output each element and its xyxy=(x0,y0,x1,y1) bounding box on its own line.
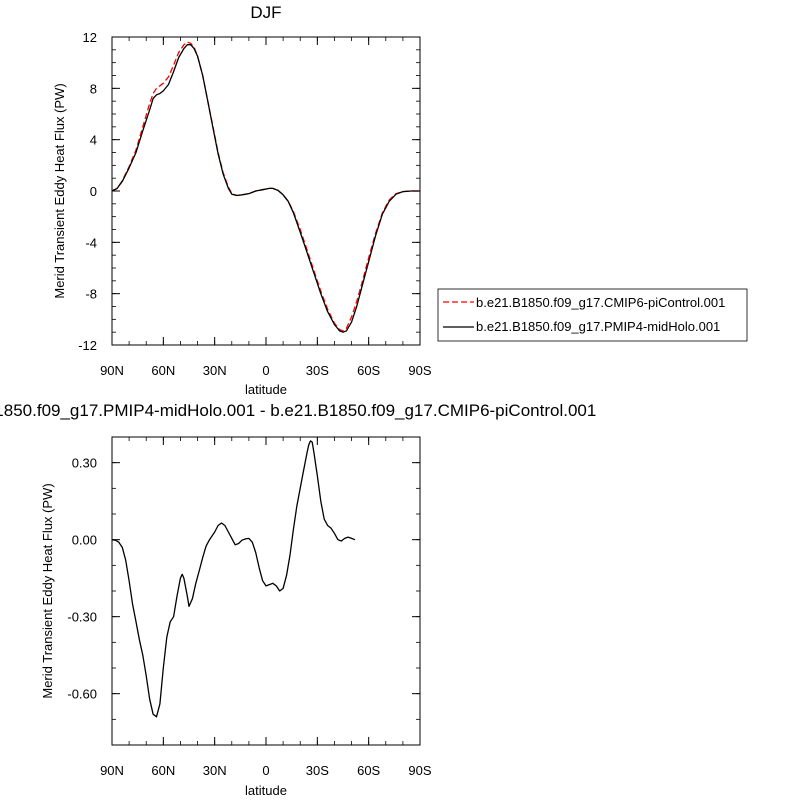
x-tick-label: 60N xyxy=(151,363,175,378)
x-tick-label: 90S xyxy=(408,363,431,378)
legend-label-picontrol: b.e21.B1850.f09_g17.CMIP6-piControl.001 xyxy=(476,295,725,310)
bottom-axis-ticks: 90N 60N 30N 0 30S 60S 90S 0.30 0.00 -0.30 -0.60 xyxy=(67,436,432,778)
bottom-series-line-0 xyxy=(111,440,356,718)
x-tick-label: 30S xyxy=(306,363,329,378)
bottom-panel: b.e21.B1850.f09_g17.PMIP4-midHolo.001 - … xyxy=(0,401,596,798)
x-tick-label: 60S xyxy=(357,363,380,378)
y-tick-label: 0.30 xyxy=(72,456,97,471)
bottom-series-group xyxy=(111,440,356,718)
x-tick-label: 0 xyxy=(262,363,269,378)
y-tick-label: -4 xyxy=(85,235,97,250)
bottom-plot-frame xyxy=(111,436,421,746)
top-panel: DJF Merid Transient Eddy Heat Flux (PW) … xyxy=(52,3,432,397)
top-series-group xyxy=(111,41,420,333)
y-tick-label: -0.60 xyxy=(67,687,97,702)
top-axis-ticks: 90N 60N 30N 0 30S 60S 90S 12 8 4 0 -4 -8 -12 xyxy=(78,30,432,378)
y-tick-label: -12 xyxy=(78,338,97,353)
x-tick-label: 60N xyxy=(151,763,175,778)
bottom-y-axis-label: Merid Transient Eddy Heat Flux (PW) xyxy=(40,483,55,698)
y-tick-label: 0 xyxy=(90,184,97,199)
bottom-chart-title: b.e21.B1850.f09_g17.PMIP4-midHolo.001 - … xyxy=(0,401,596,420)
top-chart-title: DJF xyxy=(250,3,281,22)
y-tick-label: 4 xyxy=(90,133,97,148)
y-tick-label: 12 xyxy=(83,30,97,45)
legend: b.e21.B1850.f09_g17.CMIP6-piControl.001 … xyxy=(437,288,748,342)
x-tick-label: 30N xyxy=(203,363,227,378)
x-tick-label: 60S xyxy=(357,763,380,778)
top-x-axis-label: latitude xyxy=(245,382,287,397)
top-y-axis-label: Merid Transient Eddy Heat Flux (PW) xyxy=(52,83,67,298)
legend-box xyxy=(437,288,748,342)
top-series-line-1 xyxy=(111,44,420,333)
x-tick-label: 30N xyxy=(203,763,227,778)
bottom-x-axis-label: latitude xyxy=(245,783,287,798)
top-plot-frame xyxy=(111,36,421,346)
top-series-line-0 xyxy=(111,41,420,332)
x-tick-label: 90N xyxy=(100,763,124,778)
y-tick-label: -8 xyxy=(85,287,97,302)
legend-label-midholo: b.e21.B1850.f09_g17.PMIP4-midHolo.001 xyxy=(476,319,720,334)
x-tick-label: 0 xyxy=(262,763,269,778)
x-tick-label: 90N xyxy=(100,363,124,378)
y-tick-label: 0.00 xyxy=(72,533,97,548)
y-tick-label: -0.30 xyxy=(67,610,97,625)
x-tick-label: 90S xyxy=(408,763,431,778)
x-tick-label: 30S xyxy=(306,763,329,778)
y-tick-label: 8 xyxy=(90,81,97,96)
